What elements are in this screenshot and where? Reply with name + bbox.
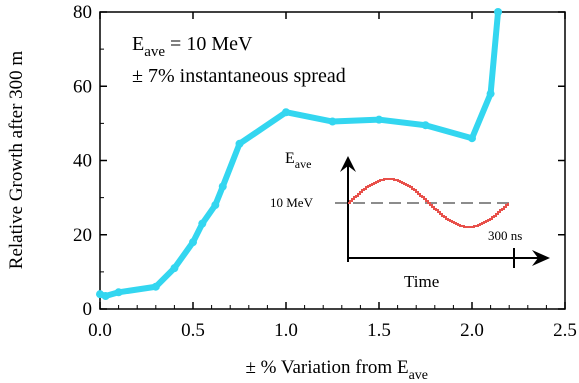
- inset-wave: [348, 178, 509, 228]
- annotation-energy-rest: = 10 MeV: [165, 33, 253, 55]
- x-tick-label: 0.0: [88, 320, 112, 341]
- inset-y-label-sub: ave: [295, 157, 312, 171]
- x-tick-label: 0.5: [181, 320, 205, 341]
- annotation-spread: ± 7% instantaneous spread: [132, 65, 346, 87]
- x-tick-label: 1.5: [367, 320, 391, 341]
- inset-y-label-main: E: [285, 150, 295, 167]
- annotation-energy-sub: ave: [144, 44, 165, 60]
- x-axis-label: ± % Variation from Eave: [245, 357, 428, 383]
- data-point: [211, 201, 220, 210]
- inset-diagram: Eave 10 MeV 300 ns Time: [270, 150, 550, 291]
- y-tick-label: 0: [83, 299, 93, 320]
- y-tick-label: 80: [73, 2, 92, 23]
- data-point: [328, 117, 337, 126]
- data-point: [170, 264, 179, 273]
- data-point: [235, 139, 244, 148]
- inset-y-label: Eave: [285, 150, 311, 171]
- x-axis-ticks: 0.0 0.5 1.0 1.5 2.0 2.5: [88, 12, 577, 341]
- data-point: [101, 292, 110, 301]
- y-tick-label: 60: [73, 76, 92, 97]
- x-tick-label: 1.0: [274, 320, 298, 341]
- y-axis-label: Relative Growth after 300 m: [6, 51, 27, 270]
- annotation-energy-main: E: [132, 33, 144, 55]
- inset-x-arrowhead: [532, 250, 550, 266]
- inset-time-mark-label: 300 ns: [488, 228, 522, 243]
- x-axis-label-main: ± % Variation from E: [245, 357, 408, 378]
- y-tick-label: 40: [73, 151, 92, 172]
- inset-ref-label: 10 MeV: [270, 195, 314, 210]
- series-group: [96, 8, 503, 301]
- data-point: [114, 288, 123, 297]
- data-point: [486, 89, 495, 98]
- data-point: [282, 108, 290, 117]
- inset-y-arrowhead: [340, 156, 356, 172]
- x-axis-label-sub: ave: [409, 368, 428, 383]
- data-point: [494, 8, 503, 16]
- inset-x-label: Time: [404, 272, 439, 291]
- data-point: [151, 282, 160, 291]
- data-point: [198, 219, 207, 228]
- annotation-energy: Eave = 10 MeV: [132, 33, 253, 60]
- data-point: [468, 134, 476, 143]
- x-tick-label: 2.5: [553, 320, 577, 341]
- data-point: [375, 115, 383, 124]
- data-point: [218, 182, 227, 191]
- y-axis-ticks: 0 20 40 60 80: [73, 2, 565, 320]
- data-point: [189, 238, 197, 247]
- data-point: [421, 121, 430, 130]
- x-tick-label: 2.0: [460, 320, 484, 341]
- y-tick-label: 20: [73, 225, 92, 246]
